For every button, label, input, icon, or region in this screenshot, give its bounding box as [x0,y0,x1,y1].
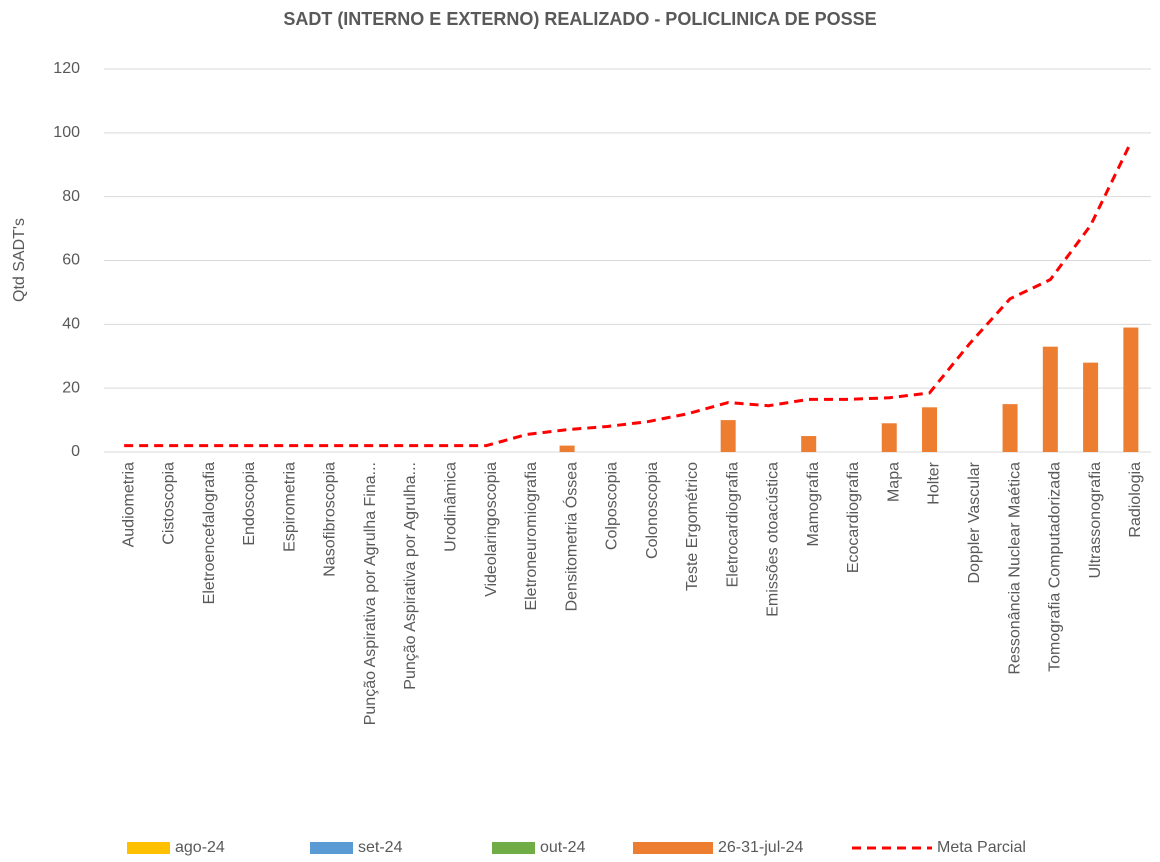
x-tick-label: Teste Ergométrico [684,462,701,591]
y-tick-label: 80 [62,188,80,205]
x-tick-label: Punção Aspirativa por Agrulha... [402,462,419,690]
x-tick-label: Tomografia Computadorizada [1047,462,1064,672]
x-tick-label: Doppler Vascular [966,461,983,583]
legend-label: 26-31-jul-24 [718,839,803,856]
y-tick-label: 100 [53,124,80,141]
x-tick-label: Punção Aspirativa por Agrulha Fina... [362,462,379,725]
legend-swatch [310,842,353,854]
x-tick-label: Endoscopia [241,462,258,546]
bar [1002,404,1018,452]
x-tick-label: Colposcopia [604,462,621,550]
y-tick-label: 0 [71,443,80,460]
bar [559,445,575,452]
x-tick-label: Ultrassonografia [1087,462,1104,579]
bar [881,423,897,452]
x-tick-label: Cistoscopia [161,462,178,545]
chart-title: SADT (INTERNO E EXTERNO) REALIZADO - POL… [283,9,876,29]
bar [922,407,938,452]
legend-label: ago-24 [175,839,225,856]
x-tick-label: Radiologia [1127,462,1144,538]
x-tick-label: Holter [926,461,943,504]
x-tick-label: Ressonância Nuclear Maética [1006,462,1023,675]
x-tick-label: Densitometria Óssea [561,462,580,611]
x-tick-label: Mapa [885,462,902,502]
legend-swatch [127,842,170,854]
x-tick-label: Espirometria [281,462,298,552]
bar [1123,327,1139,452]
line [124,141,1133,448]
x-tick-label: Urodinâmica [443,462,460,552]
bar [1083,362,1099,452]
bar [801,436,817,452]
y-tick-label: 20 [62,379,80,396]
x-tick-label: Eletrocardiografia [724,462,741,588]
x-tick-label: Eletroencefalografia [201,462,218,604]
legend-label: set-24 [358,839,403,856]
x-tick-label: Eletroneuromiografia [523,462,540,611]
legend-label: out-24 [540,839,585,856]
x-tick-label: Nasofibroscopia [322,462,339,577]
x-tick-label: Ecocardiografia [845,462,862,573]
y-axis-label: Qtd SADT's [11,218,28,302]
legend-swatch [492,842,535,854]
x-tick-label: Emissões otoacústica [765,462,782,617]
y-tick-label: 40 [62,316,80,333]
legend-swatch [633,842,713,854]
y-tick-label: 60 [62,252,80,269]
legend-label: Meta Parcial [937,839,1026,856]
y-tick-label: 120 [53,60,80,77]
bar [1042,346,1058,452]
x-tick-label: Videolaringoscopia [483,462,500,597]
x-tick-label: Colonoscopia [644,462,661,559]
x-tick-label: Audiometria [120,462,137,547]
x-tick-label: Mamografia [805,462,822,547]
bar [720,420,736,452]
